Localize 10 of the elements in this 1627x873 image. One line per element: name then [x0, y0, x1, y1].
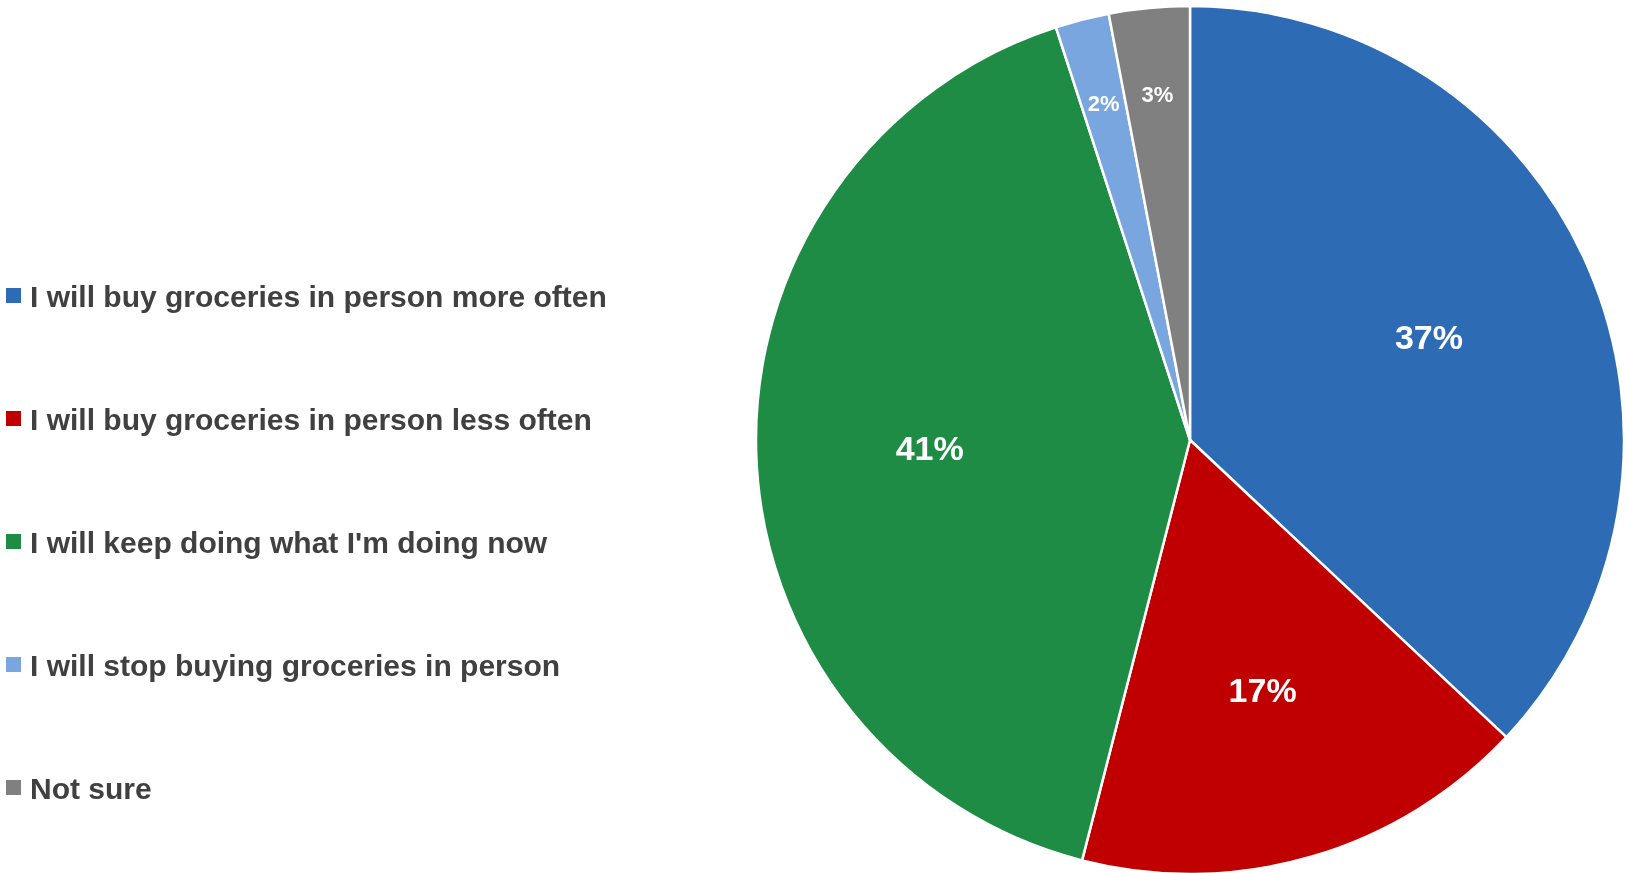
data-label: 17%: [1228, 671, 1297, 710]
legend-label: Not sure: [30, 771, 152, 805]
legend-label: I will buy groceries in person more often: [30, 279, 607, 313]
data-label: 2%: [1087, 91, 1120, 117]
data-label: 3%: [1141, 81, 1174, 107]
legend-label: I will stop buying groceries in person: [30, 648, 561, 682]
data-label: 41%: [895, 429, 964, 468]
legend-label: I will buy groceries in person less often: [30, 402, 592, 436]
data-label: 37%: [1394, 317, 1464, 356]
legend-label: I will keep doing what I'm doing now: [30, 525, 548, 559]
